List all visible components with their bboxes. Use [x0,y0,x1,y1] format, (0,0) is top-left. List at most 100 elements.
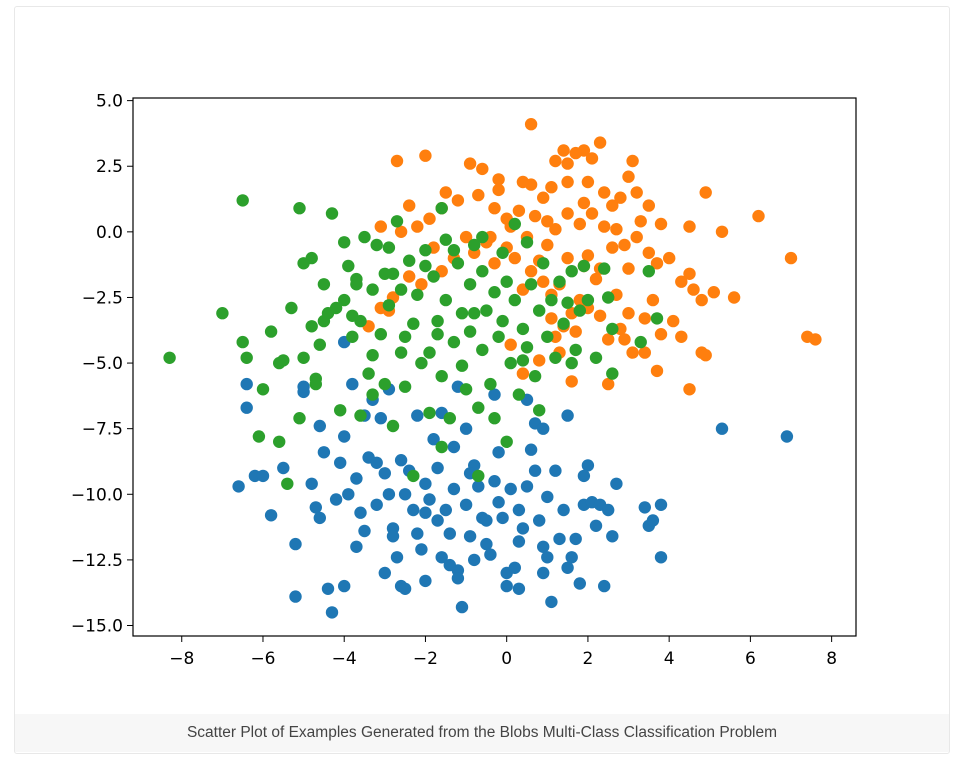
scatter-point-series-0 [398,488,412,501]
scatter-point-series-1 [650,257,664,270]
scatter-point-series-2 [411,288,424,301]
scatter-point-series-0 [447,440,461,454]
scatter-point-series-0 [606,530,619,543]
scatter-point-series-2 [346,309,359,322]
scatter-point-series-1 [638,346,651,359]
scatter-point-series-2 [634,335,647,349]
y-tick-label: −12.5 [71,551,123,571]
scatter-point-series-0 [370,498,383,511]
scatter-point-series-1 [545,312,558,325]
x-tick-label: −2 [413,649,438,669]
scatter-point-series-1 [715,225,729,238]
scatter-point-series-2 [273,356,286,370]
scatter-point-series-1 [626,154,639,168]
scatter-point-series-2 [488,286,501,299]
scatter-point-series-0 [545,595,558,609]
y-tick-label: −2.5 [82,288,123,308]
x-tick-label: 0 [501,649,512,669]
scatter-point-series-0 [358,524,371,538]
scatter-point-series-2 [281,477,294,490]
scatter-point-series-0 [423,493,436,506]
scatter-point-series-2 [472,469,485,483]
scatter-point-series-2 [516,322,530,336]
scatter-point-series-2 [557,317,570,330]
scatter-point-series-1 [573,217,586,231]
scatter-point-series-2 [346,330,359,343]
scatter-point-series-2 [362,367,375,380]
scatter-point-series-1 [374,220,387,233]
scatter-point-series-0 [317,446,331,459]
scatter-point-series-1 [675,275,688,288]
scatter-point-series-0 [561,409,574,422]
scatter-point-series-1 [492,183,505,197]
scatter-point-series-0 [419,506,432,519]
scatter-point-series-0 [581,459,595,472]
scatter-point-series-2 [309,377,322,391]
scatter-point-series-2 [508,293,521,307]
scatter-point-series-1 [415,278,428,291]
x-tick-label: 6 [745,649,756,669]
scatter-point-series-1 [581,249,595,262]
scatter-point-series-2 [451,257,465,270]
scatter-point-series-2 [394,283,408,296]
scatter-point-series-0 [500,579,513,593]
scatter-point-series-1 [541,238,554,252]
scatter-point-series-2 [317,278,331,291]
scatter-point-series-2 [549,351,562,364]
scatter-point-series-1 [403,199,416,212]
scatter-point-series-1 [492,173,505,186]
scatter-point-series-2 [642,265,655,278]
scatter-point-series-1 [598,220,611,233]
scatter-point-series-2 [476,265,489,278]
scatter-point-series-2 [358,230,371,244]
scatter-point-series-1 [784,251,798,265]
scatter-point-series-0 [512,503,526,517]
scatter-point-series-2 [386,419,400,433]
scatter-point-series-0 [516,522,530,535]
scatter-point-series-1 [585,152,599,165]
scatter-point-series-2 [240,351,253,364]
scatter-point-series-2 [285,301,298,315]
scatter-point-series-1 [524,118,538,131]
scatter-point-series-2 [500,435,513,448]
scatter-point-series-2 [435,370,448,383]
scatter-point-series-1 [695,293,708,307]
scatter-point-series-1 [512,204,526,217]
scatter-point-series-0 [329,493,343,506]
scatter-point-series-1 [537,191,550,204]
scatter-point-series-1 [569,325,582,338]
y-tick-label: −5.0 [82,354,123,374]
x-axis-ticks: −8 −6 −4 −2 0 2 4 6 8 [169,636,837,669]
scatter-point-series-2 [427,270,440,283]
scatter-point-series-2 [439,293,452,307]
scatter-point-series-1 [541,215,554,228]
scatter-point-series-1 [667,314,680,328]
scatter-point-series-2 [476,343,489,357]
scatter-point-series-1 [476,162,489,176]
scatter-point-series-1 [549,154,562,168]
scatter-point-series-2 [524,278,538,291]
scatter-point-series-1 [528,209,542,223]
scatter-point-series-1 [654,217,668,231]
scatter-point-series-2 [378,377,391,391]
scatter-point-series-2 [264,325,278,338]
scatter-point-series-1 [524,178,538,191]
scatter-point-series-0 [309,501,322,514]
scatter-point-series-1 [557,144,570,157]
scatter-point-series-1 [593,309,607,322]
scatter-point-series-1 [545,181,558,194]
y-tick-label: 5.0 [96,92,123,112]
scatter-point-series-0 [488,388,501,401]
scatter-point-series-0 [602,503,615,517]
scatter-point-series-0 [443,527,456,540]
scatter-point-series-0 [569,532,582,546]
scatter-point-series-1 [663,251,676,265]
scatter-point-series-0 [533,514,546,527]
scatter-point-series-1 [630,230,643,244]
scatter-point-series-2 [354,409,367,422]
scatter-point-series-1 [622,307,635,320]
scatter-point-series-1 [642,199,655,212]
scatter-point-series-1 [585,207,599,220]
scatter-point-series-0 [256,469,270,483]
scatter-point-series-2 [366,349,379,362]
